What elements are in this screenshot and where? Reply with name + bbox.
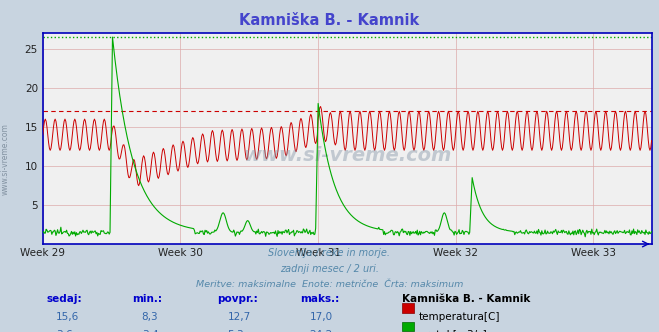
Text: temperatura[C]: temperatura[C] (419, 312, 501, 322)
Text: 15,6: 15,6 (56, 312, 79, 322)
Text: zadnji mesec / 2 uri.: zadnji mesec / 2 uri. (280, 264, 379, 274)
Text: Kamniška B. - Kamnik: Kamniška B. - Kamnik (239, 13, 420, 28)
Text: Kamniška B. - Kamnik: Kamniška B. - Kamnik (402, 294, 530, 304)
Text: 3,4: 3,4 (142, 330, 158, 332)
Text: 8,3: 8,3 (142, 312, 158, 322)
Text: sedaj:: sedaj: (46, 294, 82, 304)
Text: povpr.:: povpr.: (217, 294, 258, 304)
Text: 3,6: 3,6 (56, 330, 72, 332)
Text: www.si-vreme.com: www.si-vreme.com (243, 146, 452, 165)
Text: 17,0: 17,0 (310, 312, 333, 322)
Text: 24,2: 24,2 (310, 330, 333, 332)
Text: min.:: min.: (132, 294, 162, 304)
Text: 5,3: 5,3 (227, 330, 244, 332)
Text: pretok[m3/s]: pretok[m3/s] (419, 330, 487, 332)
Text: www.si-vreme.com: www.si-vreme.com (1, 124, 10, 195)
Text: Meritve: maksimalne  Enote: metrične  Črta: maksimum: Meritve: maksimalne Enote: metrične Črta… (196, 280, 463, 289)
Text: maks.:: maks.: (300, 294, 339, 304)
Text: 12,7: 12,7 (227, 312, 250, 322)
Text: Slovenija / reke in morje.: Slovenija / reke in morje. (268, 248, 391, 258)
